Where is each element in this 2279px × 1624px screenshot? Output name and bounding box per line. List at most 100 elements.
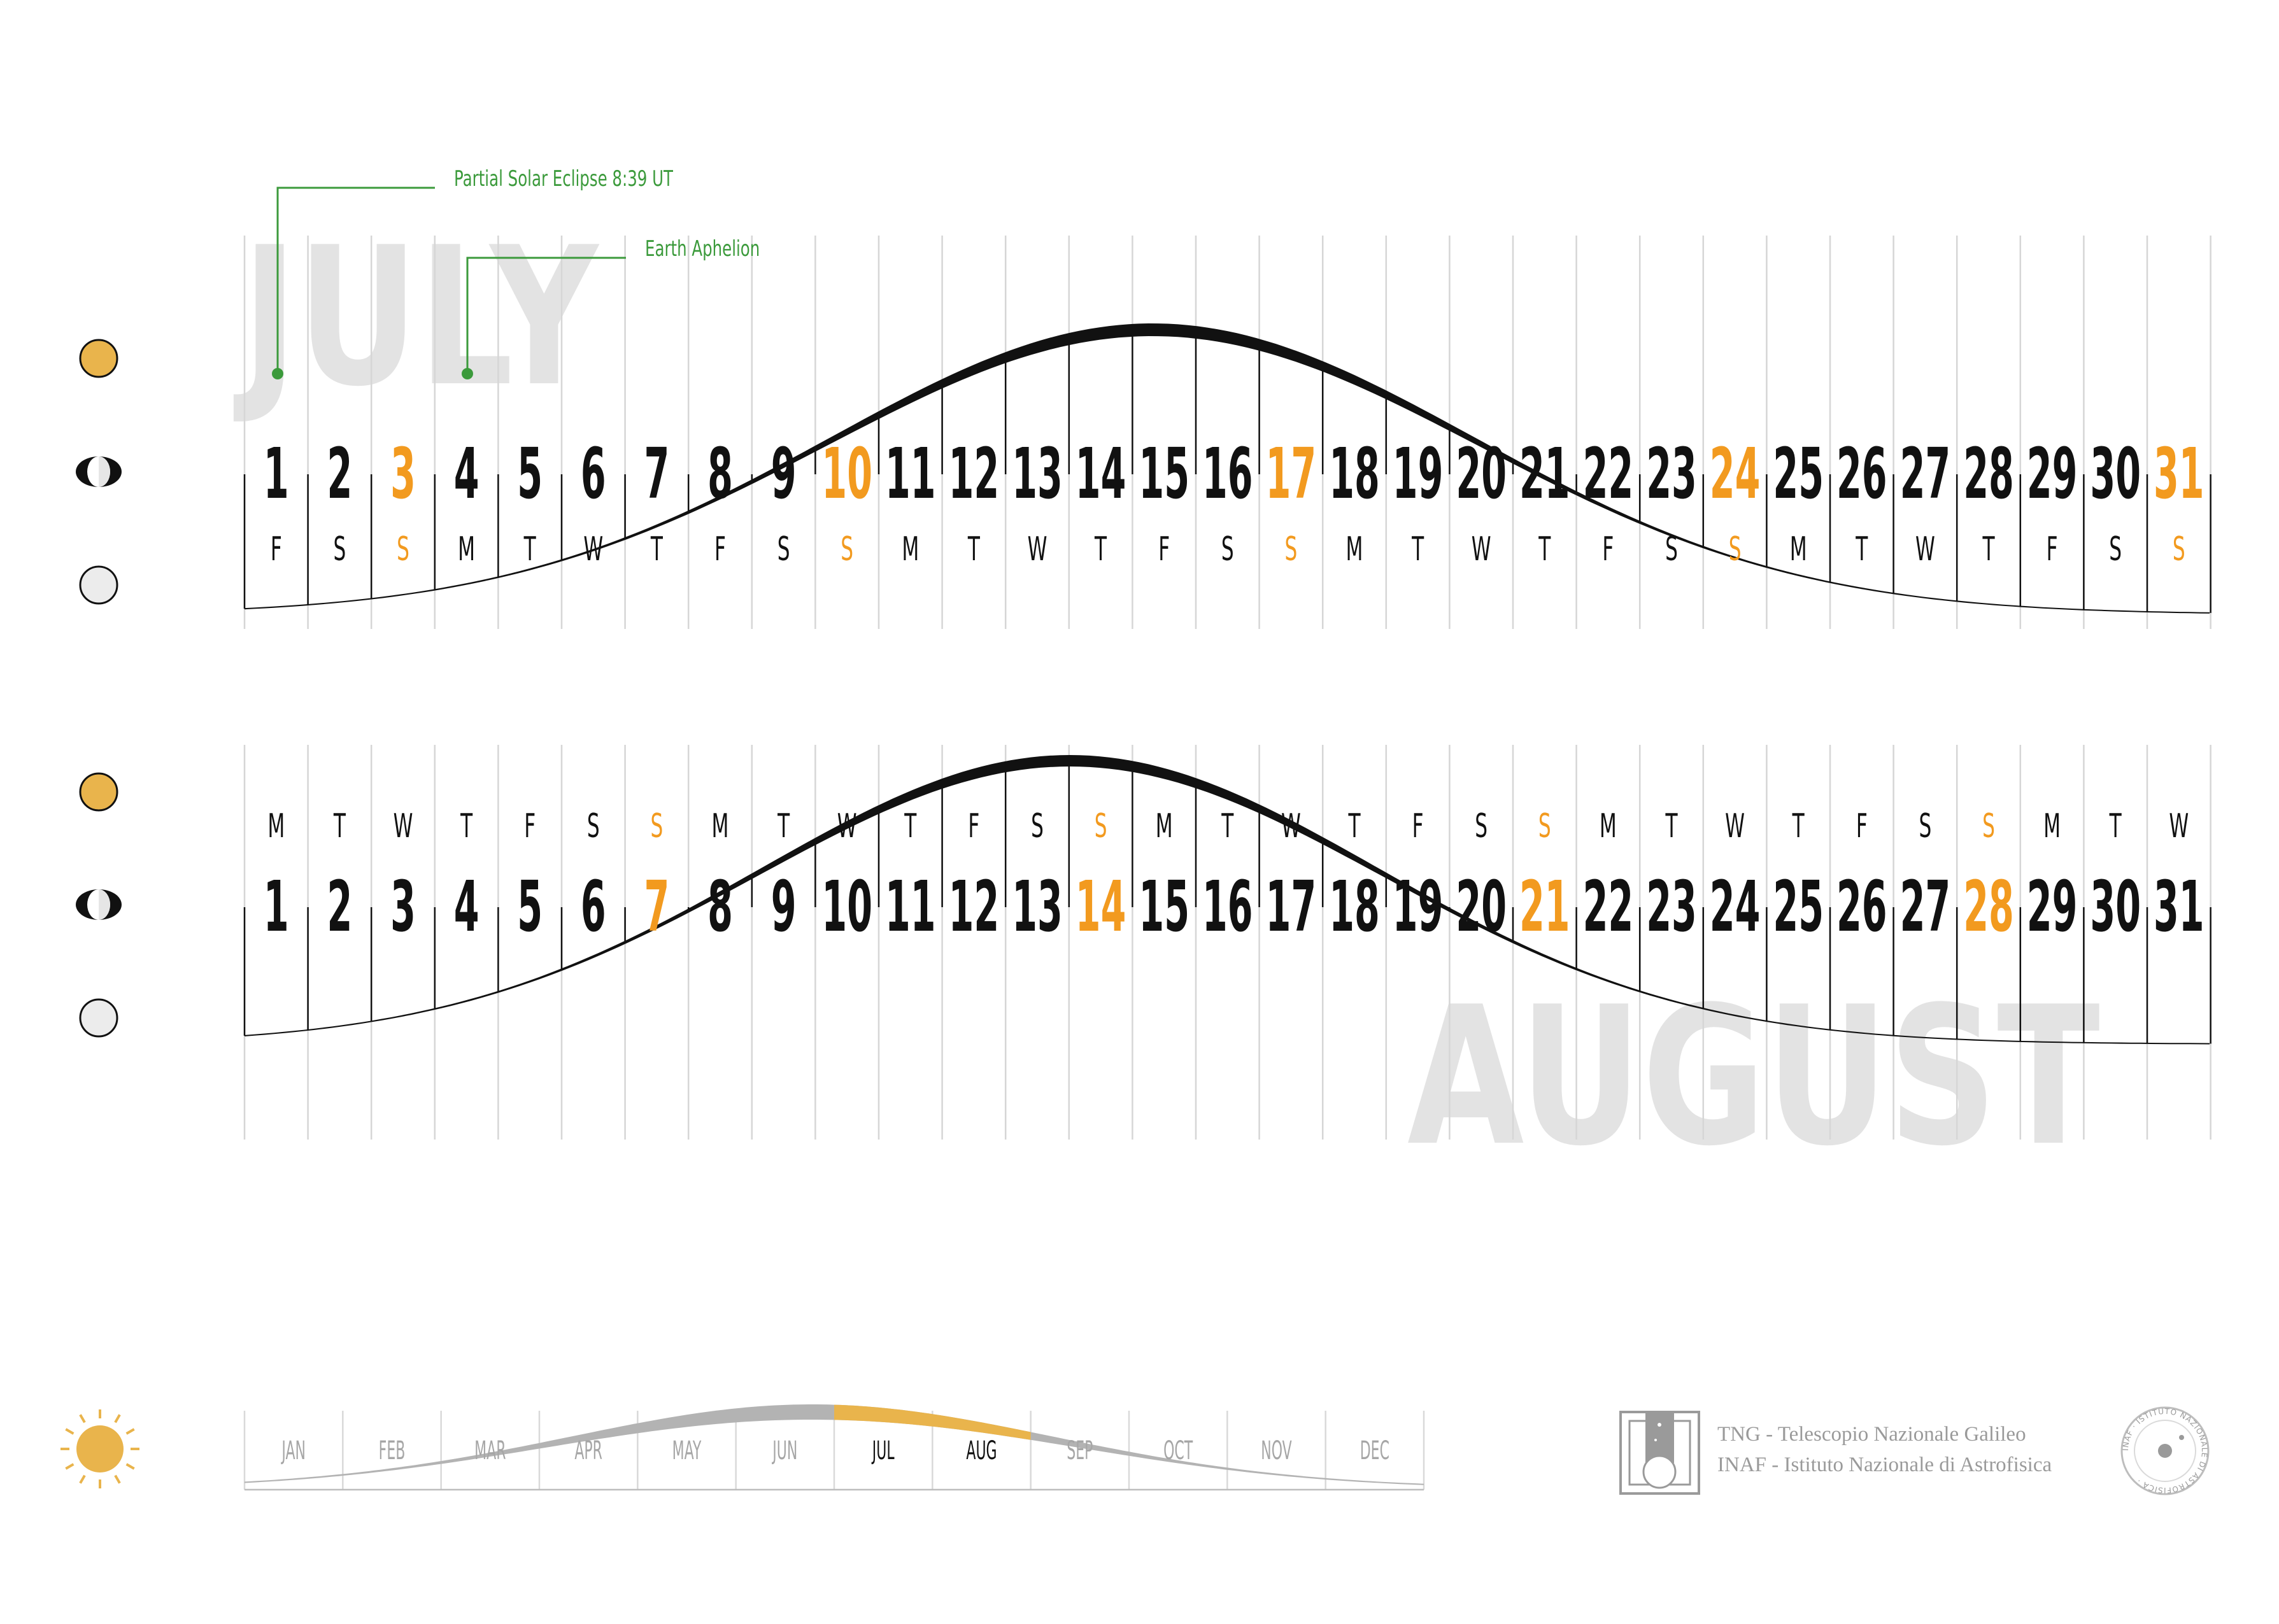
aphelion-annotation: Earth Aphelion (462, 236, 760, 379)
day-number: 5 (517, 433, 543, 514)
day-number: 8 (707, 866, 733, 947)
aphelion-leader-line (466, 257, 626, 376)
day-number: 31 (2154, 433, 2204, 514)
timeline-month-oct[interactable]: OCT (1163, 1436, 1193, 1465)
sun-ray (125, 1463, 135, 1470)
timeline-month-feb[interactable]: FEB (379, 1436, 406, 1465)
half-moon-icon (76, 889, 122, 920)
eclipse-annotation: Partial Solar Eclipse 8:39 UT (272, 166, 674, 379)
day-of-week: W (583, 530, 603, 569)
day-number: 15 (1139, 866, 1189, 947)
sun-ray (79, 1474, 86, 1484)
july-days: 1F2S3S4M5T6W7T8F9S10S11M12T13W14T15F16S1… (264, 433, 2204, 568)
timeline-month-jul[interactable]: JUL (871, 1436, 894, 1465)
day-number: 30 (2090, 433, 2141, 514)
day-of-week: W (1725, 807, 1745, 846)
day-number: 11 (885, 866, 936, 947)
day-number: 10 (821, 866, 872, 947)
day-of-week: W (1915, 530, 1935, 569)
day-of-week: F (1856, 807, 1868, 846)
day-of-week: T (460, 807, 472, 846)
day-number: 14 (1076, 866, 1126, 947)
day-of-week: T (777, 807, 790, 846)
day-number: 10 (821, 433, 872, 514)
timeline-month-jan[interactable]: JAN (281, 1436, 306, 1465)
sun-ray (125, 1428, 135, 1435)
day-of-week: T (1221, 807, 1234, 846)
day-of-week: S (1919, 807, 1931, 846)
day-of-week: S (1284, 530, 1297, 569)
day-number: 31 (2154, 866, 2204, 947)
day-number: 9 (771, 433, 797, 514)
year-timeline: JAN FEB MAR APR MAY JUN JUL AUG SEP OCT NOV DEC (243, 1404, 1425, 1491)
footer-line-2: INAF - Istituto Nazionale di Astrofisica (1717, 1453, 2052, 1476)
day-number: 4 (454, 433, 479, 514)
day-of-week: M (1346, 530, 1363, 569)
eclipse-leader-line (276, 187, 435, 376)
day-of-week: T (1856, 530, 1868, 569)
day-of-week: S (1538, 807, 1551, 846)
day-number: 29 (2027, 866, 2078, 947)
new-moon-icon (79, 998, 118, 1038)
day-of-week: S (650, 807, 663, 846)
day-of-week: T (1982, 530, 1995, 569)
day-of-week: M (2043, 807, 2061, 846)
day-of-week: S (1982, 807, 1995, 846)
sun-ray (65, 1428, 75, 1435)
day-number: 23 (1646, 866, 1697, 947)
timeline-month-jun[interactable]: JUN (772, 1436, 797, 1465)
sun-ray (114, 1474, 121, 1484)
timeline-month-aug[interactable]: AUG (966, 1436, 997, 1465)
tng-logo (1619, 1411, 1700, 1495)
august-days: 1M2T3W4T5F6S7S8M9T10W11T12F13S14S15M16T1… (264, 807, 2204, 948)
timeline-month-dec[interactable]: DEC (1360, 1436, 1389, 1465)
aphelion-label: Earth Aphelion (645, 236, 760, 261)
day-number: 6 (581, 866, 606, 947)
day-number: 1 (264, 433, 289, 514)
day-of-week: S (333, 530, 346, 569)
day-number: 14 (1076, 433, 1126, 514)
day-number: 30 (2090, 866, 2141, 947)
current-period-highlight (834, 1404, 1031, 1440)
day-number: 18 (1329, 866, 1380, 947)
day-number: 15 (1139, 433, 1189, 514)
day-number: 26 (1836, 866, 1887, 947)
timeline-month-sep[interactable]: SEP (1067, 1436, 1093, 1465)
day-of-week: T (967, 530, 980, 569)
timeline-month-apr[interactable]: APR (574, 1436, 602, 1465)
day-of-week: M (267, 807, 285, 846)
day-of-week: T (904, 807, 917, 846)
sun-ray (65, 1463, 75, 1470)
full-moon-icon (79, 772, 118, 812)
day-number: 22 (1583, 866, 1634, 947)
day-of-week: S (2173, 530, 2185, 569)
day-of-week: M (712, 807, 729, 846)
day-of-week: T (1665, 807, 1678, 846)
day-of-week: F (1412, 807, 1424, 846)
day-number: 3 (390, 433, 416, 514)
day-number: 5 (517, 866, 543, 947)
day-number: 20 (1456, 866, 1507, 947)
day-number: 21 (1519, 866, 1570, 947)
day-of-week: T (1792, 807, 1805, 846)
day-of-week: M (1156, 807, 1173, 846)
timeline-month-nov[interactable]: NOV (1261, 1436, 1291, 1465)
timeline-month-may[interactable]: MAY (672, 1436, 702, 1465)
day-number: 24 (1710, 866, 1761, 947)
sun-disc (76, 1425, 124, 1472)
day-number: 7 (644, 866, 670, 947)
day-of-week: S (1729, 530, 1742, 569)
day-of-week: F (1602, 530, 1614, 569)
day-of-week: T (650, 530, 663, 569)
day-of-week: S (587, 807, 600, 846)
july-daylight-curve (243, 323, 2212, 614)
day-of-week: T (1348, 807, 1361, 846)
day-of-week: S (777, 530, 790, 569)
day-of-week: T (523, 530, 536, 569)
timeline-month-mar[interactable]: MAR (474, 1436, 506, 1465)
day-of-week: S (1665, 530, 1678, 569)
day-of-week: F (968, 807, 979, 846)
half-moon-icon (76, 456, 122, 487)
day-of-week: F (1158, 530, 1170, 569)
